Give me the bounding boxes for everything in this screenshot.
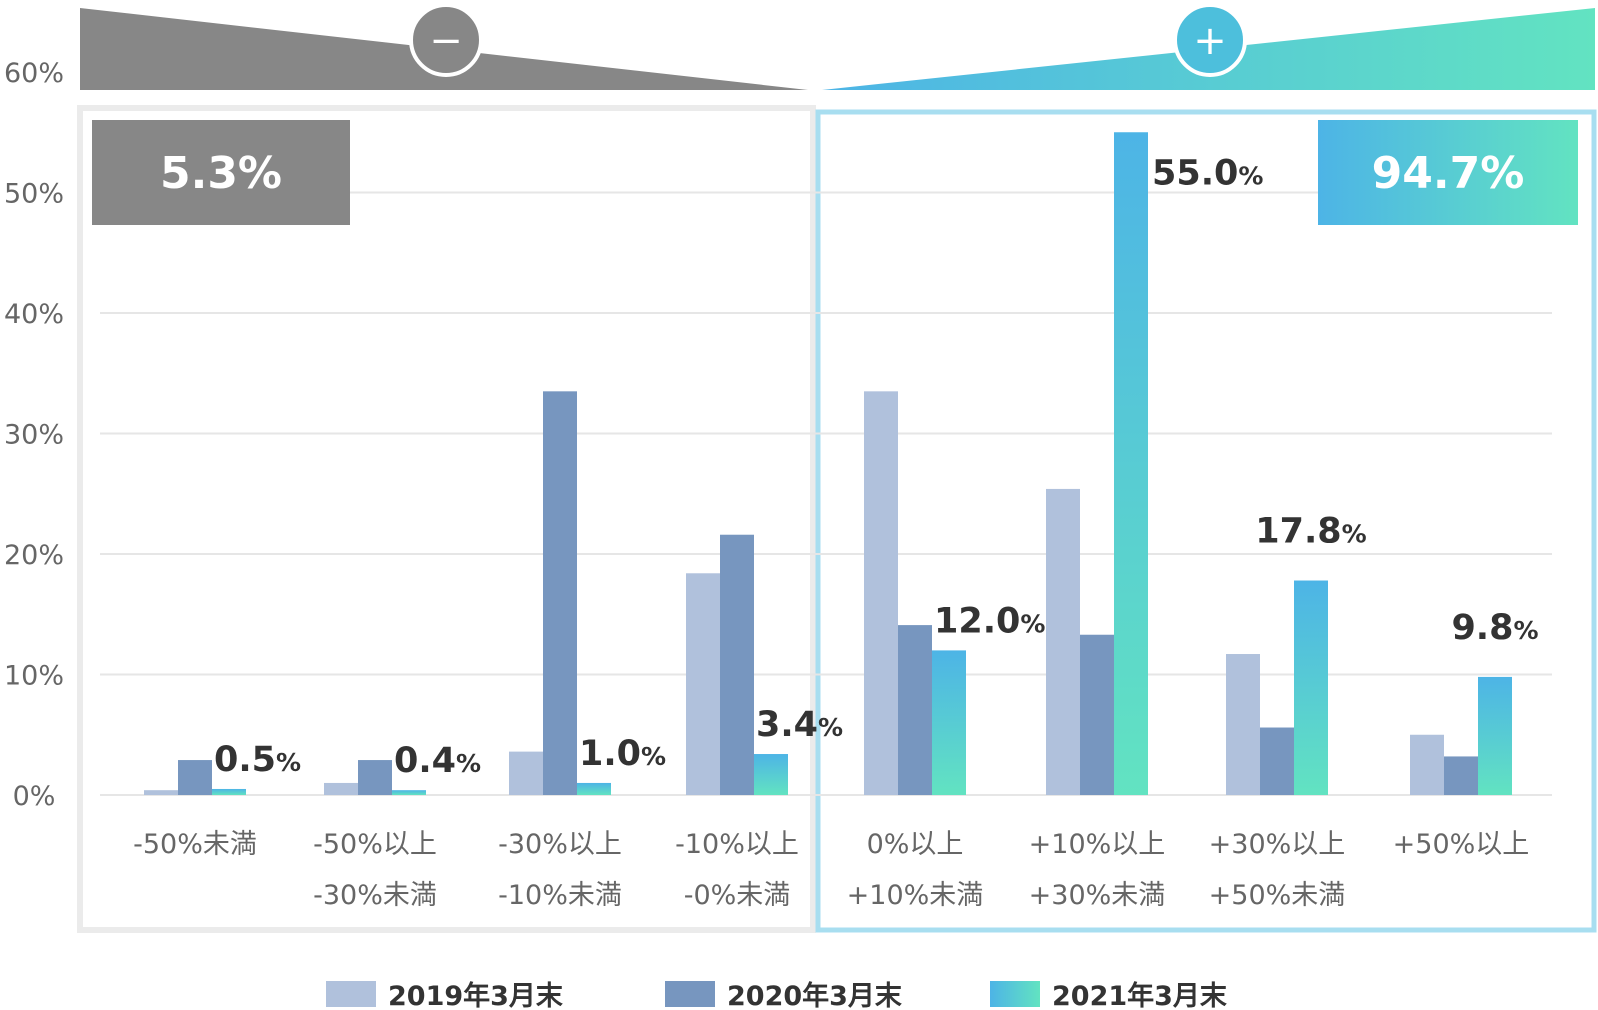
legend-swatch [326, 981, 376, 1007]
bar-2019-6 [1226, 654, 1260, 795]
bar-2021-7 [1478, 676, 1512, 795]
bar-2020-7 [1444, 756, 1478, 795]
category-label: -50%以上 [313, 829, 437, 860]
legend-label: 2020年3月末 [727, 980, 902, 1010]
value-label: 0.4% [394, 741, 481, 781]
y-tick-label: 50% [4, 179, 64, 210]
bar-2021-4 [932, 650, 966, 795]
category-label: -50%未満 [133, 829, 257, 860]
negative-group-frame [77, 105, 816, 933]
legend-label: 2021年3月末 [1052, 980, 1227, 1010]
bar-2019-3 [686, 573, 720, 795]
bar-2019-7 [1410, 734, 1444, 795]
category-label: +50%未満 [1209, 880, 1346, 911]
negative-total: 5.3% [160, 148, 282, 199]
positive-group-frame [815, 109, 1597, 933]
bar-2019-1 [324, 782, 358, 795]
category-label: +30%未満 [1029, 880, 1166, 911]
value-label: 9.8% [1451, 608, 1538, 648]
plus-sign: + [1193, 18, 1227, 64]
legend-swatch [990, 981, 1040, 1007]
bar-2021-3 [754, 754, 788, 795]
bar-2019-0 [144, 790, 178, 795]
minus-circle-icon [409, 3, 483, 77]
positive-total: 94.7% [1372, 148, 1525, 199]
category-label: 0%以上 [867, 829, 964, 860]
bar-2020-0 [178, 760, 212, 795]
y-tick-label: 20% [4, 540, 64, 571]
bar-2021-5 [1114, 132, 1148, 795]
value-label: 3.4% [756, 705, 843, 745]
bar-2019-4 [864, 391, 898, 795]
legend-label: 2019年3月末 [388, 980, 563, 1010]
y-axis-ticks: 0% 10% 20% 30% 40% 50% 60% [4, 58, 64, 812]
bar-2020-6 [1260, 727, 1294, 795]
category-label: -30%未満 [313, 880, 437, 911]
bar-2020-5 [1080, 634, 1114, 795]
bar-2019-2 [509, 751, 543, 795]
bar-2020-3 [720, 534, 754, 795]
minus-sign: − [429, 18, 463, 64]
category-label: +50%以上 [1393, 829, 1530, 860]
category-label: +10%以上 [1029, 829, 1166, 860]
value-label: 12.0% [934, 601, 1045, 641]
y-tick-label: 10% [4, 661, 64, 692]
value-label: 0.5% [214, 740, 301, 780]
value-label: 1.0% [579, 734, 666, 774]
gridlines [100, 191, 1552, 796]
positive-total-box [1318, 120, 1578, 225]
category-label: -10%未満 [498, 880, 622, 911]
category-label: -30%以上 [498, 829, 622, 860]
y-tick-label: 40% [4, 299, 64, 330]
category-labels: -50%未満 -50%以上 -30%未満 -30%以上 -10%未満 -10%以上 -0%未… [133, 829, 1529, 911]
legend-swatch [665, 981, 715, 1007]
bar-2021-2 [577, 782, 611, 795]
plus-circle-icon [1173, 3, 1247, 77]
y-tick-label: 60% [4, 58, 64, 89]
bar-2021-6 [1294, 580, 1328, 795]
category-label: +30%以上 [1209, 829, 1346, 860]
bar-2021-1 [392, 790, 426, 795]
category-label: +10%未満 [847, 880, 984, 911]
bar-2019-5 [1046, 488, 1080, 795]
category-label: -10%以上 [675, 829, 799, 860]
bars [144, 132, 1512, 795]
value-label: 17.8% [1255, 512, 1366, 552]
bar-2020-1 [358, 760, 392, 795]
y-tick-label: 0% [13, 781, 56, 812]
bar-2020-4 [898, 625, 932, 795]
bar-2021-0 [212, 788, 246, 795]
negative-total-box [92, 120, 350, 225]
value-label: 55.0% [1152, 153, 1263, 193]
y-tick-label: 30% [4, 420, 64, 451]
bar-2020-2 [543, 391, 577, 795]
value-labels: 0.5% 0.4% 1.0% 3.4% 12.0% 55.0% 17.8% 9.8% [214, 153, 1539, 781]
legend: 2019年3月末 2020年3月末 2021年3月末 [326, 980, 1227, 1010]
category-label: -0%未満 [684, 880, 791, 911]
